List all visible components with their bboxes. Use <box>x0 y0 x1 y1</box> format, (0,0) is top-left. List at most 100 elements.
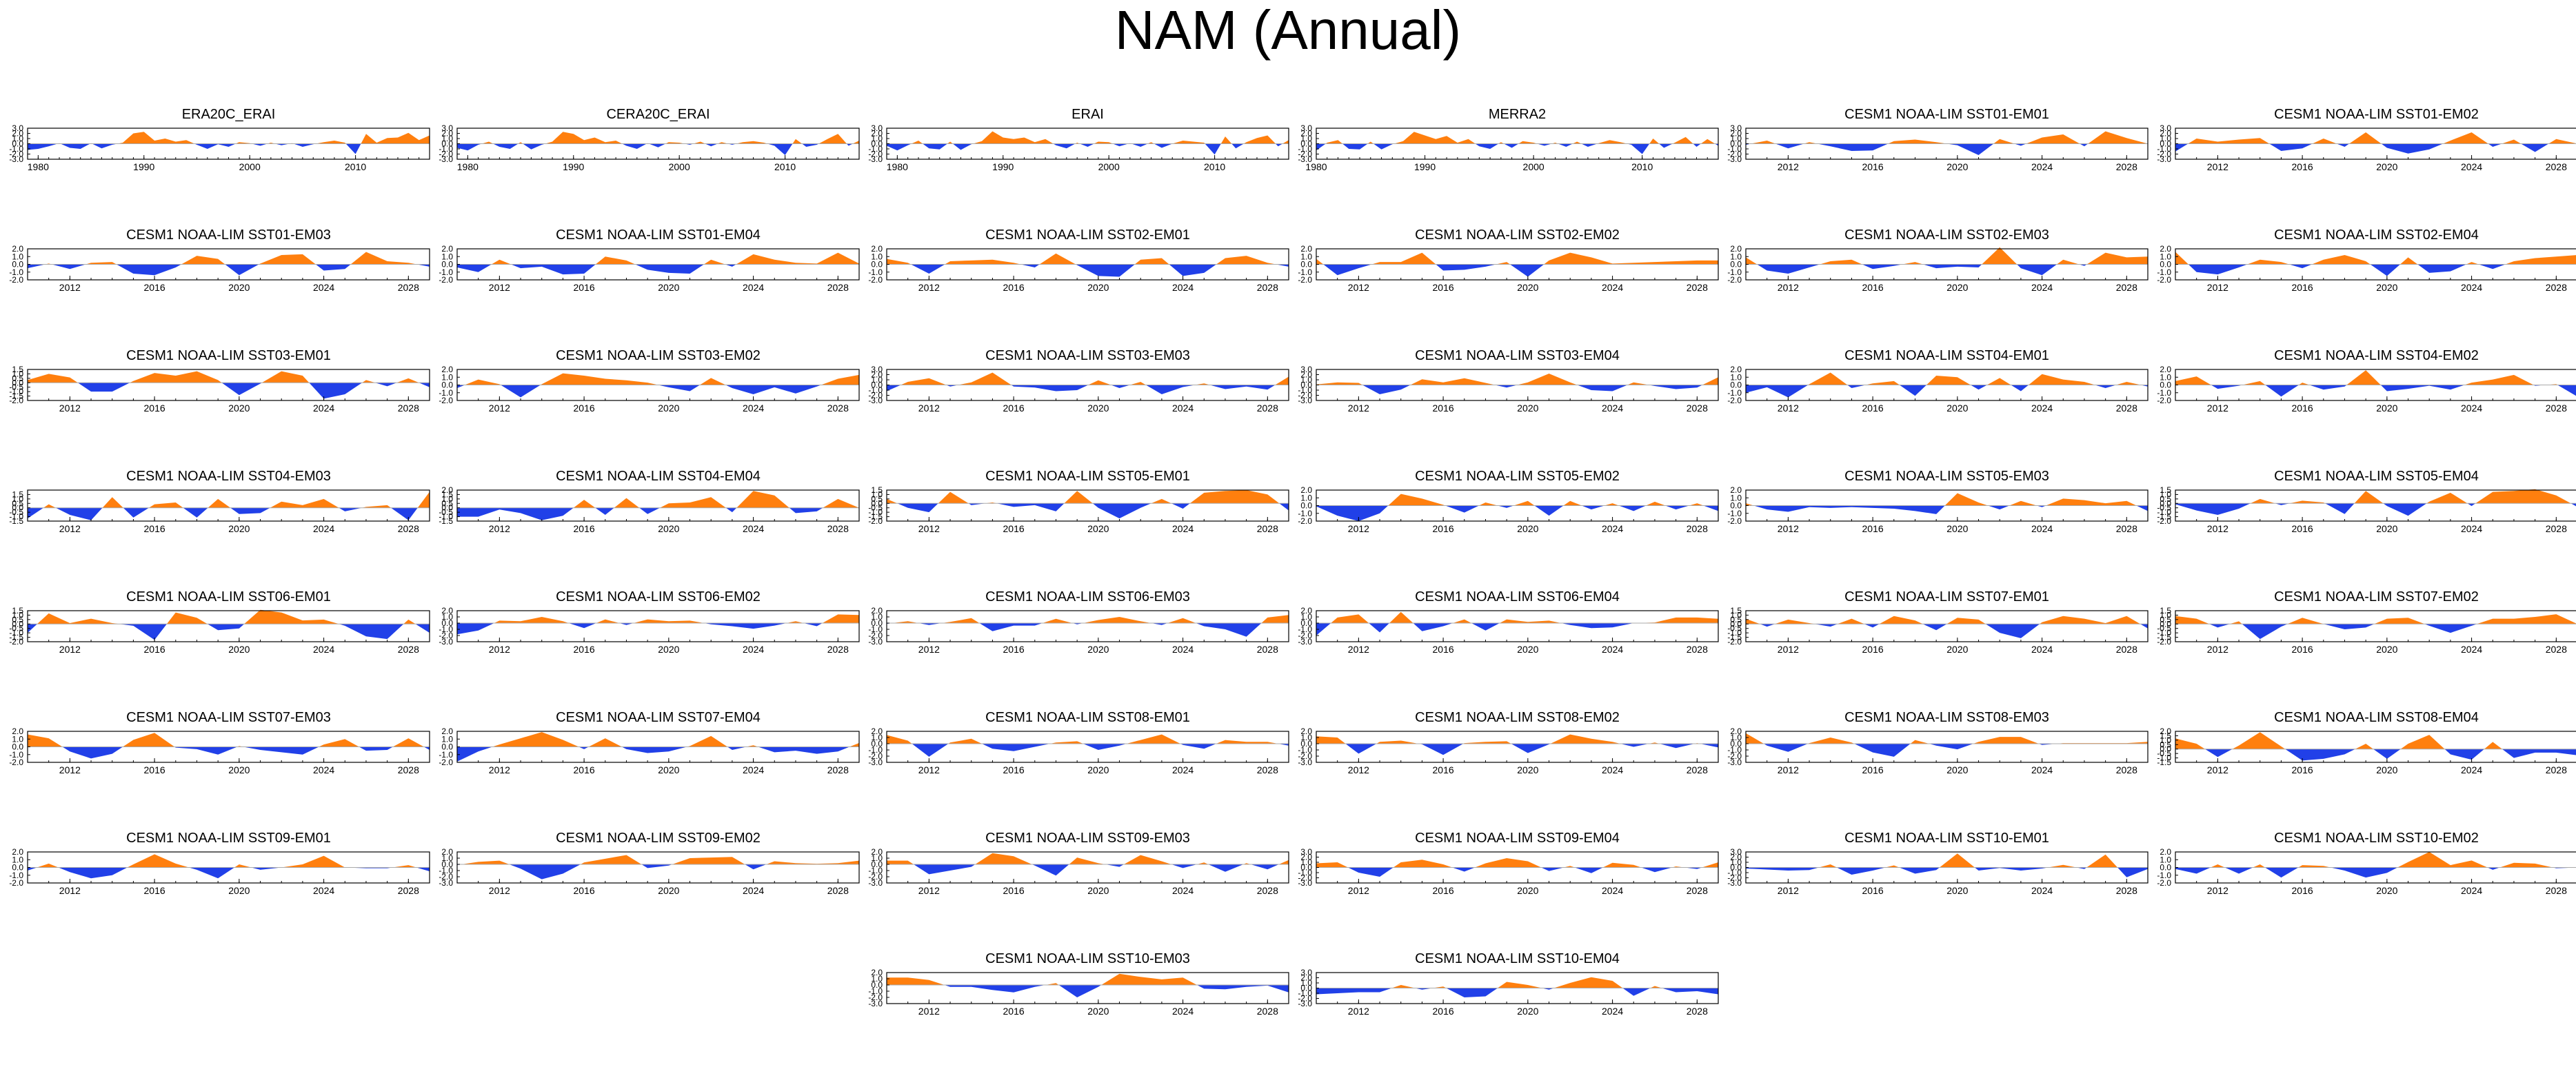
x-tick-label: 2010 <box>1631 161 1653 172</box>
x-tick-label: 2016 <box>1003 764 1025 775</box>
y-tick-label: 0.0 <box>871 739 883 749</box>
positive-area <box>28 491 430 508</box>
y-tick-label: -1.0 <box>1298 267 1312 277</box>
y-tick-label: 1.0 <box>1300 612 1312 622</box>
negative-area <box>457 385 859 398</box>
x-tick-label: 2016 <box>1003 523 1025 534</box>
y-tick-label: -2.0 <box>2157 878 2171 888</box>
panel-7: CESM1 NOAA-LIM SST01-EM03 2.01.00.0-1.0-2… <box>9 227 430 293</box>
negative-area <box>457 746 859 762</box>
y-tick-label: 1.0 <box>871 612 883 622</box>
y-tick-label: 2.0 <box>871 726 883 736</box>
y-tick-label: -1.0 <box>1727 388 1742 398</box>
x-tick-label: 2020 <box>1087 764 1109 775</box>
plot-frame <box>27 489 430 522</box>
x-tick-label: 1980 <box>457 161 479 172</box>
panel-19: CESM1 NOAA-LIM SST04-EM03 1.51.00.50.0-0.… <box>9 469 430 534</box>
y-tick-label: -3.0 <box>1727 878 1742 888</box>
x-tick-label: 2016 <box>574 764 595 775</box>
y-tick-label: -2.0 <box>439 150 453 159</box>
x-tick-label: 2028 <box>827 644 849 655</box>
y-tick-label: 2.0 <box>2160 244 2171 254</box>
y-tick-label: 1.0 <box>2160 134 2171 143</box>
x-tick-label: 2012 <box>918 885 940 896</box>
negative-area <box>1316 867 1718 877</box>
y-tick-label: 0.0 <box>2160 380 2171 390</box>
x-tick-label: 2016 <box>144 523 165 534</box>
y-tick-label: 0.0 <box>1730 139 1742 149</box>
x-tick-label: 2024 <box>313 403 334 414</box>
y-tick-label: 1.0 <box>441 612 453 622</box>
y-tick-label: 3.0 <box>12 123 23 133</box>
x-tick-label: 2024 <box>743 764 764 775</box>
y-tick-label: 0.0 <box>2160 498 2171 508</box>
x-tick-label: 2012 <box>2207 885 2228 896</box>
positive-area <box>2175 132 2576 144</box>
y-tick-label: -3.0 <box>1298 396 1312 405</box>
panel-16: CESM1 NOAA-LIM SST03-EM04 3.02.01.00.0-1.… <box>1298 348 1719 414</box>
x-tick-label: 2024 <box>313 282 334 293</box>
y-tick-label: -1.0 <box>2157 507 2171 517</box>
negative-area <box>457 864 859 880</box>
x-tick-label: 2016 <box>2292 523 2313 534</box>
y-tick-label: -1.5 <box>2157 633 2171 642</box>
positive-area <box>2175 852 2576 868</box>
y-tick-label: -1.0 <box>439 144 453 154</box>
x-tick-label: 2012 <box>918 523 940 534</box>
x-tick-label: 2028 <box>1687 1006 1708 1017</box>
y-tick-label: -1.0 <box>1298 385 1312 395</box>
x-tick-label: 2016 <box>574 523 595 534</box>
x-tick-label: 2020 <box>228 282 250 293</box>
y-tick-label: -2.0 <box>868 751 883 761</box>
panel-title: CESM1 NOAA-LIM SST06-EM04 <box>1415 589 1620 604</box>
negative-area <box>28 383 430 399</box>
y-tick-label: 2.0 <box>441 726 453 736</box>
negative-area <box>1746 505 2148 514</box>
x-tick-label: 2024 <box>2461 885 2482 896</box>
y-tick-label: 0.0 <box>2160 863 2171 873</box>
panel-title: CESM1 NOAA-LIM SST06-EM02 <box>556 589 761 604</box>
x-tick-label: 2020 <box>1517 282 1538 293</box>
x-tick-label: 2012 <box>1778 403 1799 414</box>
x-tick-label: 2024 <box>313 764 334 775</box>
y-tick-label: -3.0 <box>1298 637 1312 647</box>
panel-9: CESM1 NOAA-LIM SST02-EM01 2.01.00.0-1.0-2… <box>868 227 1289 293</box>
x-tick-label: 2000 <box>669 161 690 172</box>
y-tick-label: 1.0 <box>1300 978 1312 988</box>
x-tick-label: 2028 <box>2116 644 2137 655</box>
y-tick-label: -0.5 <box>868 503 883 513</box>
y-tick-label: -1.5 <box>9 516 23 526</box>
x-tick-label: 2012 <box>2207 282 2228 293</box>
plot-frame <box>2175 610 2576 642</box>
x-tick-label: 2016 <box>1003 644 1025 655</box>
panel-13: CESM1 NOAA-LIM SST03-EM01 1.51.00.50.0-0.… <box>9 348 430 414</box>
x-tick-label: 2012 <box>1778 885 1799 896</box>
x-tick-label: 2020 <box>1517 885 1538 896</box>
x-tick-label: 2020 <box>1946 764 1968 775</box>
y-tick-label: -0.5 <box>2157 749 2171 758</box>
y-tick-label: 0.0 <box>441 260 453 270</box>
y-tick-label: 3.0 <box>1300 365 1312 374</box>
x-tick-label: 2012 <box>918 282 940 293</box>
x-tick-label: 2010 <box>1204 161 1225 172</box>
y-tick-label: 1.5 <box>2160 606 2171 616</box>
y-tick-label: -2.0 <box>9 758 23 767</box>
panel-12: CESM1 NOAA-LIM SST02-EM04 2.01.00.0-1.0-2… <box>2157 227 2576 293</box>
y-tick-label: 0.0 <box>871 980 883 990</box>
x-tick-label: 2012 <box>1778 523 1799 534</box>
x-tick-label: 2012 <box>2207 644 2228 655</box>
y-tick-label: -2.0 <box>2157 396 2171 405</box>
x-tick-label: 2024 <box>2461 282 2482 293</box>
negative-area <box>1746 867 2148 877</box>
positive-area <box>1316 858 1718 868</box>
x-tick-label: 2028 <box>398 644 419 655</box>
y-tick-label: -2.0 <box>868 275 883 285</box>
y-tick-label: -1.0 <box>9 628 23 638</box>
x-tick-label: 2016 <box>574 282 595 293</box>
plot-frame <box>886 489 1289 522</box>
panel-title: CESM1 NOAA-LIM SST07-EM04 <box>556 710 761 725</box>
positive-area <box>887 253 1289 265</box>
y-tick-label: 1.0 <box>1730 610 1742 620</box>
y-tick-label: -0.5 <box>439 507 453 517</box>
panel-20: CESM1 NOAA-LIM SST04-EM04 2.01.51.00.50.0… <box>439 469 860 534</box>
